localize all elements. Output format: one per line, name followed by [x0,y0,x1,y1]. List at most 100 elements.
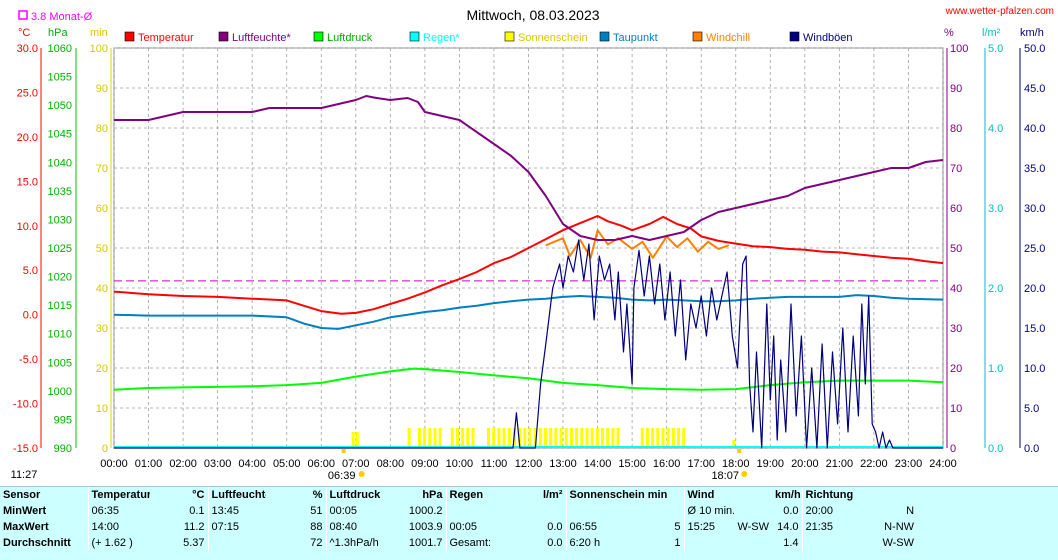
sunshine-bar [595,428,599,448]
sunset-label: 18:07 [711,470,739,482]
pressure-tick-label: 1055 [48,72,72,84]
sunshine-tick-label: 90 [96,83,108,95]
hum-value: 72 [310,537,323,549]
legend-label: Taupunkt [613,32,658,44]
hdr-hum: Luftfeuchte [207,487,266,503]
hdr-rain-unit: l/m² [542,489,563,501]
sunshine-tick-label: 60 [96,203,108,215]
sunshine-bar [428,428,432,448]
rain-tick-label: 3.0 [988,203,1003,215]
temperature-tick-label: 5.0 [23,265,38,277]
sunshine-tick-label: 40 [96,283,108,295]
wind-value: 0.0 [783,505,799,517]
x-tick-label: 18:00 [722,458,750,470]
wind-tick-label: 35.0 [1024,163,1045,175]
temperature-tick-label: 0.0 [23,310,38,322]
sunshine-bar [407,428,411,448]
stats-row: MinWert 06:35 0.1 13:45 51 00:05 1000.2 Ø 10 mi… [0,503,917,519]
pres-time: 00:05 [325,503,388,519]
hdr-hum-unit: % [312,489,323,501]
dir-time [801,535,863,551]
legend-swatch [692,31,703,42]
moon-icon [39,471,48,477]
temp-value: 5.37 [183,537,205,549]
legend-swatch [789,31,800,42]
sunshine-bar [544,428,548,448]
x-tick-labels: 00:00 01:00 02:00 03:00 04:00 05:00 06:00 07:00… [11,449,957,482]
temperature-tick-label: 25.0 [17,87,38,99]
sunrise-label: 06:39 [328,470,356,482]
humidity-tick-label: 10 [950,403,962,415]
series-luftdruck [113,367,944,391]
temperature-tick-label: 15.0 [17,176,38,188]
sunshine-bar [549,428,553,448]
x-tick-label: 16:00 [653,458,681,470]
x-tick-label: 07:00 [342,458,370,470]
hdr-sun: Sonnenschein min [565,487,685,503]
sunshine-bar [487,428,491,448]
temperature-tick-label: -15.0 [13,443,38,455]
sunshine-bar [461,428,465,448]
row-label: Durchschnitt [3,537,71,549]
temp-value: 11.2 [183,521,205,533]
unit-rain: l/m² [982,27,1001,39]
humidity-tick-label: 60 [950,203,962,215]
monthly-avg-label: 3.8 Monat-Ø [31,11,93,23]
sunshine-bar [433,428,437,448]
pres-value: 1001.7 [408,537,443,549]
site-url[interactable]: www.wetter-pfalzen.com [945,6,1054,17]
stats-panel: Sensor Temperatur °C Luftfeuchte % Luftd… [0,486,1058,560]
sunshine-bar [471,428,475,448]
sunshine-tick-label: 80 [96,123,108,135]
wind-tick-label: 45.0 [1024,83,1045,95]
temp-time: 14:00 [87,519,150,535]
sunshine-bar [611,428,615,448]
wind-tick-label: 5.0 [1024,403,1039,415]
hdr-temp: Temperatur [87,487,150,503]
wind-dir [734,503,772,519]
pressure-tick-label: 1020 [48,272,72,284]
x-tick-label: 23:00 [895,458,923,470]
pressure-tick-label: 1060 [48,43,72,55]
pressure-tick-label: 1050 [48,100,72,112]
x-tick-label: 06:00 [307,458,335,470]
hdr-dir: Richtung [801,487,918,503]
monthly-avg-marker [18,10,28,20]
sunshine-bar [606,428,610,448]
series-temperatur [113,215,944,315]
humidity-tick-label: 80 [950,123,962,135]
dir-value: W-SW [882,537,915,549]
x-tick-label: 22:00 [860,458,888,470]
hum-time [207,535,266,551]
temperature-tick-label: -10.0 [13,399,38,411]
x-tick-label: 17:00 [687,458,715,470]
x-tick-label: 00:00 [100,458,128,470]
legend: Temperatur Luftfeuchte* Luftdruck Regen* Son… [124,31,853,44]
sunshine-bar [528,428,532,448]
sunshine-bar [677,428,681,448]
unit-minutes: min [90,27,108,39]
chart-title: Mittwoch, 08.03.2023 [466,7,599,23]
legend-swatch [218,31,229,42]
rain-time: Gesamt: [445,535,502,551]
humidity-tick-label: 70 [950,163,962,175]
dir-value: N-NW [884,521,915,533]
rain-time [445,503,502,519]
sunshine-bar [518,428,522,448]
pres-time: ^1.3hPa/h [325,535,388,551]
x-tick-label: 04:00 [238,458,266,470]
unit-temp: °C [18,27,30,39]
hum-value: 51 [310,505,323,517]
sunshine-tick-label: 20 [96,363,108,375]
x-tick-label: 20:00 [791,458,819,470]
sunshine-bar [466,428,470,448]
wind-tick-label: 15.0 [1024,323,1045,335]
humidity-tick-label: 40 [950,283,962,295]
sunshine-tick-label: 50 [96,243,108,255]
humidity-tick-label: 90 [950,83,962,95]
sunshine-bar [417,428,421,448]
hum-time: 13:45 [207,503,266,519]
sunshine-bar [666,428,670,448]
x-tick-label: 08:00 [377,458,405,470]
legend-label: Windböen [803,32,853,44]
